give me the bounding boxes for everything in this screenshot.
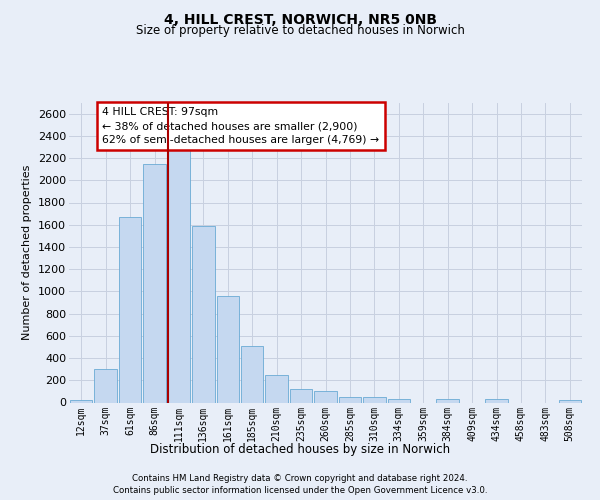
Bar <box>217 296 239 403</box>
Bar <box>70 400 92 402</box>
Text: Size of property relative to detached houses in Norwich: Size of property relative to detached ho… <box>136 24 464 37</box>
Bar <box>119 217 142 402</box>
Y-axis label: Number of detached properties: Number of detached properties <box>22 165 32 340</box>
Bar <box>265 374 288 402</box>
Text: Contains HM Land Registry data © Crown copyright and database right 2024.: Contains HM Land Registry data © Crown c… <box>132 474 468 483</box>
Bar <box>167 147 190 403</box>
Bar <box>559 400 581 402</box>
Bar <box>143 164 166 402</box>
Bar <box>338 397 361 402</box>
Text: 4, HILL CREST, NORWICH, NR5 0NB: 4, HILL CREST, NORWICH, NR5 0NB <box>163 12 437 26</box>
Bar <box>485 399 508 402</box>
Bar <box>314 392 337 402</box>
Text: Distribution of detached houses by size in Norwich: Distribution of detached houses by size … <box>150 442 450 456</box>
Bar <box>241 346 263 403</box>
Bar <box>388 399 410 402</box>
Text: 4 HILL CREST: 97sqm
← 38% of detached houses are smaller (2,900)
62% of semi-det: 4 HILL CREST: 97sqm ← 38% of detached ho… <box>103 107 379 145</box>
Bar <box>192 226 215 402</box>
Text: Contains public sector information licensed under the Open Government Licence v3: Contains public sector information licen… <box>113 486 487 495</box>
Bar <box>363 397 386 402</box>
Bar <box>290 389 313 402</box>
Bar <box>94 369 117 402</box>
Bar <box>436 399 459 402</box>
